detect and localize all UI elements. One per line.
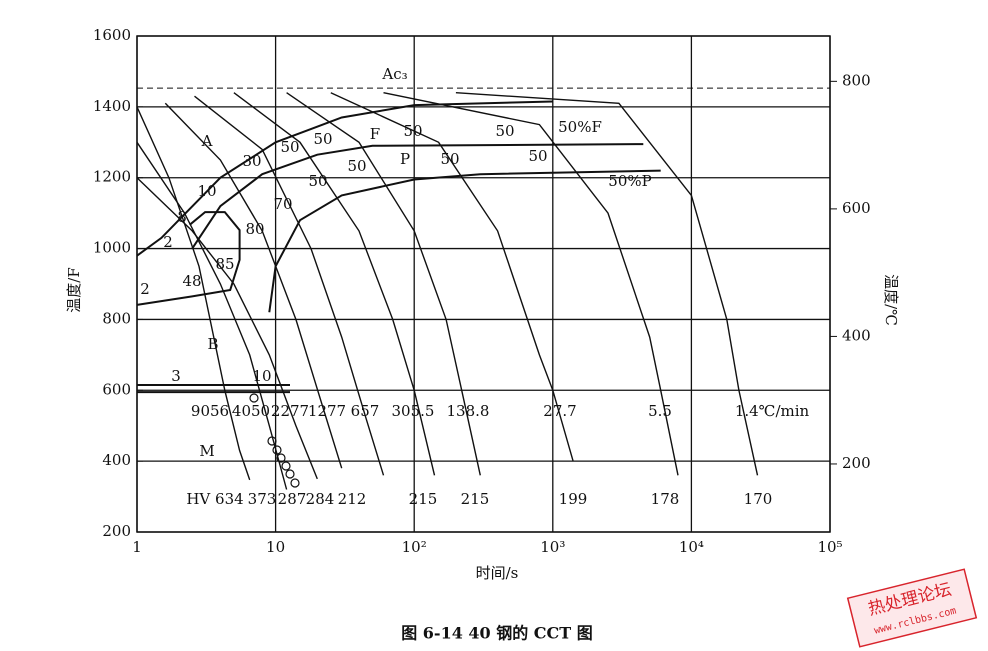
x-tick-label: 10⁴ bbox=[679, 538, 704, 556]
curve bbox=[136, 100, 553, 257]
caption: 图 6-14 40 钢的 CCT 图 bbox=[401, 624, 593, 643]
annotation: Ac₃ bbox=[381, 65, 407, 83]
circle bbox=[290, 478, 300, 488]
curve bbox=[136, 106, 251, 481]
y-tick-label: 200 bbox=[102, 522, 131, 540]
curve bbox=[164, 102, 343, 469]
curve bbox=[286, 92, 481, 476]
x-tick-label: 10⁵ bbox=[817, 538, 842, 556]
hardness-label: 373 bbox=[248, 490, 277, 508]
rate-label: 2277 bbox=[271, 402, 309, 420]
hardness-label: 287 bbox=[278, 490, 307, 508]
hardness-label: 199 bbox=[559, 490, 588, 508]
annotation: 50 bbox=[528, 147, 547, 165]
rate-label: 9056 bbox=[191, 402, 229, 420]
rate-label: 4050 bbox=[232, 402, 270, 420]
y2-tick-label: 200 bbox=[842, 454, 871, 472]
annotation: 2 bbox=[163, 233, 173, 251]
plot-frame bbox=[136, 35, 831, 533]
rate-label: 27.7 bbox=[543, 402, 576, 420]
annotation: B bbox=[207, 335, 218, 353]
annotation: A bbox=[201, 132, 213, 150]
annotation: P bbox=[400, 150, 410, 168]
circle bbox=[276, 453, 286, 463]
circle bbox=[249, 393, 259, 403]
annotation: 50%F bbox=[558, 118, 602, 136]
annotation: 10 bbox=[252, 367, 271, 385]
curve bbox=[136, 211, 241, 306]
annotation: 8 bbox=[177, 208, 187, 226]
hardness-label: 178 bbox=[651, 490, 680, 508]
y2-tick-label: 600 bbox=[842, 199, 871, 217]
curve bbox=[330, 92, 574, 462]
annotation: 10 bbox=[197, 182, 216, 200]
hardness-label: 170 bbox=[744, 490, 773, 508]
x-tick-label: 10 bbox=[266, 538, 285, 556]
annotation: 3 bbox=[171, 367, 181, 385]
annotation: 50 bbox=[440, 150, 459, 168]
rate-label: 5.5 bbox=[648, 402, 672, 420]
x-tick-label: 1 bbox=[132, 538, 142, 556]
y2-axis-label: 温度/℃ bbox=[882, 274, 900, 326]
x-tick-label: 10³ bbox=[540, 538, 565, 556]
circle bbox=[281, 461, 291, 471]
annotation: 50 bbox=[308, 172, 327, 190]
annotation: 50%P bbox=[608, 172, 651, 190]
rate-label: 305.5 bbox=[392, 402, 435, 420]
hardness-label: 284 bbox=[306, 490, 335, 508]
x-tick-label: 10² bbox=[402, 538, 427, 556]
rate-label: 1277 bbox=[308, 402, 346, 420]
y2-tick-label: 400 bbox=[842, 326, 871, 344]
annotation: 2 bbox=[140, 280, 150, 298]
curve bbox=[383, 92, 679, 476]
annotation: 50 bbox=[495, 122, 514, 140]
annotation: 50 bbox=[313, 130, 332, 148]
annotation: 70 bbox=[273, 195, 292, 213]
x-axis-label: 时间/s bbox=[476, 564, 519, 582]
annotation: M bbox=[199, 442, 214, 460]
annotation: 50 bbox=[403, 122, 422, 140]
y-tick-label: 1000 bbox=[93, 239, 131, 257]
y2-tick-label: 800 bbox=[842, 71, 871, 89]
annotation: 30 bbox=[242, 152, 261, 170]
curve bbox=[194, 95, 385, 476]
annotation: F bbox=[370, 125, 380, 143]
curve bbox=[136, 141, 288, 490]
annotation: 48 bbox=[182, 272, 201, 290]
curve bbox=[136, 177, 318, 480]
y-axis-label: 温度/F bbox=[65, 267, 83, 312]
y-tick-label: 1400 bbox=[93, 97, 131, 115]
hardness-label: 212 bbox=[338, 490, 367, 508]
hardness-label: HV 634 bbox=[186, 490, 243, 508]
rate-label: 138.8 bbox=[447, 402, 490, 420]
annotation: 80 bbox=[245, 220, 264, 238]
y-tick-label: 1600 bbox=[93, 26, 131, 44]
rate-label: 657 bbox=[351, 402, 380, 420]
hardness-label: 215 bbox=[409, 490, 438, 508]
rate-label: 1.4℃/min bbox=[735, 402, 810, 420]
curve bbox=[191, 143, 644, 250]
annotation: 50 bbox=[280, 138, 299, 156]
circle bbox=[285, 469, 295, 479]
annotation: 50 bbox=[347, 157, 366, 175]
y-tick-label: 400 bbox=[102, 451, 131, 469]
y-tick-label: 1200 bbox=[93, 168, 131, 186]
curve bbox=[455, 92, 759, 476]
y-tick-label: 800 bbox=[102, 309, 131, 327]
curve bbox=[233, 92, 436, 476]
watermark-box bbox=[846, 568, 978, 648]
y-tick-label: 600 bbox=[102, 380, 131, 398]
hardness-label: 215 bbox=[461, 490, 490, 508]
annotation: 85 bbox=[215, 255, 234, 273]
